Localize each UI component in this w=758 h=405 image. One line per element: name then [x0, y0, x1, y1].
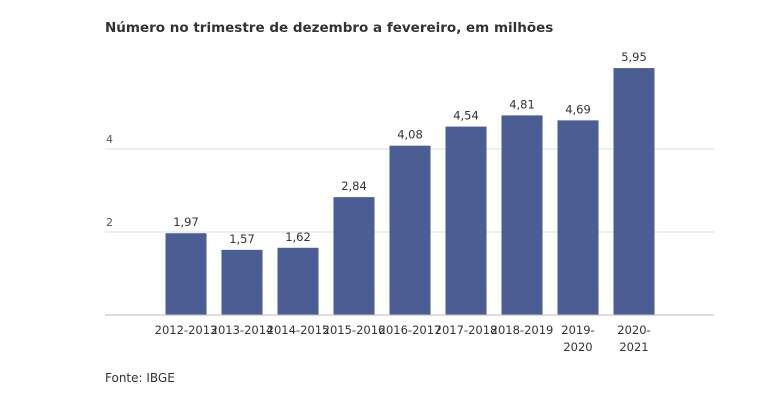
x-tick-label: 2015-2016 [323, 323, 386, 337]
x-tick-label-line: 2020- [617, 323, 650, 337]
data-label: 1,97 [173, 215, 199, 229]
bar [445, 126, 487, 315]
chart-title: Número no trimestre de dezembro a fevere… [105, 20, 554, 36]
bar [333, 197, 375, 315]
data-label: 2,84 [341, 179, 367, 193]
data-label: 5,95 [621, 50, 647, 64]
bar [613, 68, 655, 315]
x-tick-label-line: 2014-2015 [267, 323, 330, 337]
x-tick-label: 2019- 2020 [561, 323, 594, 354]
bar [501, 115, 543, 315]
x-tick-labels: 2012-20132013-20142014-20152015-20162016… [155, 323, 651, 354]
x-tick-label-line: 2018-2019 [491, 323, 554, 337]
x-tick-label-line: 2015-2016 [323, 323, 386, 337]
source-note: Fonte: IBGE [105, 371, 175, 385]
y-tick-label: 4 [106, 133, 113, 146]
x-tick-label: 2012-2013 [155, 323, 218, 337]
bar [165, 233, 207, 315]
x-tick-label-line: 2012-2013 [155, 323, 218, 337]
bar [277, 247, 319, 315]
value-labels: 1,97 1,57 1,62 2,84 4,08 4,54 4,81 4,69 5,95 [173, 50, 647, 246]
data-label: 4,81 [509, 97, 535, 111]
data-label: 4,69 [565, 102, 591, 116]
bar [389, 145, 431, 315]
y-tick-label: 2 [106, 216, 113, 229]
bar [557, 120, 599, 316]
bars [165, 68, 655, 316]
bar [221, 249, 263, 315]
x-tick-label-line: 2021 [619, 340, 648, 354]
x-tick-label: 2014-2015 [267, 323, 330, 337]
data-label: 4,54 [453, 109, 479, 123]
data-label: 4,08 [397, 128, 423, 142]
x-tick-label: 2013-2014 [211, 323, 274, 337]
x-tick-label-line: 2016-2017 [379, 323, 442, 337]
x-tick-label: 2020- 2021 [617, 323, 650, 354]
x-tick-label-line: 2020 [563, 340, 592, 354]
data-label: 1,57 [229, 232, 255, 246]
x-tick-label-line: 2019- [561, 323, 594, 337]
x-tick-label: 2016-2017 [379, 323, 442, 337]
data-label: 1,62 [285, 230, 311, 244]
x-tick-label: 2017-2018 [435, 323, 498, 337]
x-tick-label-line: 2013-2014 [211, 323, 274, 337]
x-tick-label: 2018-2019 [491, 323, 554, 337]
x-tick-label-line: 2017-2018 [435, 323, 498, 337]
